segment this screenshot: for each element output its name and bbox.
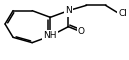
Text: N: N [65,6,72,15]
Text: NH: NH [44,32,57,40]
Text: Cl: Cl [119,9,128,18]
Text: O: O [78,27,85,36]
